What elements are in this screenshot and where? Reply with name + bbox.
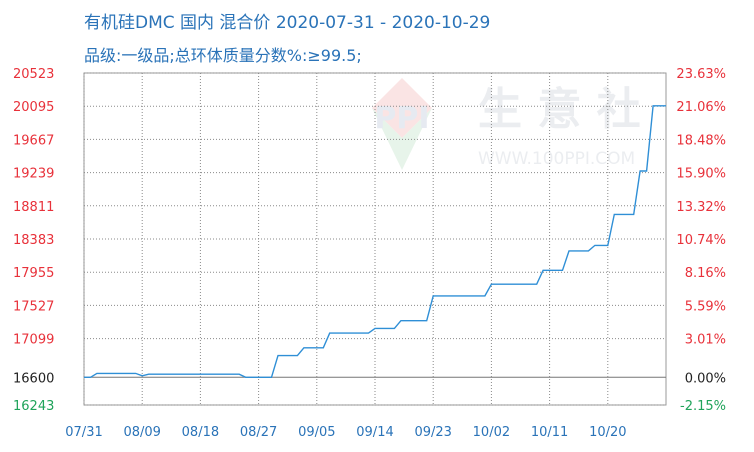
- y-tick-label-right: 10.74%: [676, 233, 726, 248]
- y-tick-label-right: 23.63%: [676, 67, 726, 82]
- y-tick-label-left: 17955: [13, 266, 54, 281]
- x-axis: 07/31 08/09 08/18 08/27 09/05 09/14 09/23 10/02…: [65, 425, 626, 440]
- grid: [83, 72, 667, 406]
- x-tick-label: 10/20: [589, 425, 626, 440]
- x-tick-label: 09/05: [298, 425, 335, 440]
- y-tick-label-left: 18383: [13, 233, 54, 248]
- x-tick-label: 10/11: [531, 425, 568, 440]
- x-tick-label: 07/31: [65, 425, 102, 440]
- y-tick-label-right: -2.15%: [680, 399, 726, 414]
- y-tick-label-right: 18.48%: [676, 133, 726, 148]
- watermark-brand: 生 意 社: [478, 84, 641, 135]
- x-tick-label: 08/09: [123, 425, 160, 440]
- watermark: PPI 生 意 社 WWW.100PPI.COM: [372, 78, 641, 170]
- y-tick-label-right: 13.32%: [676, 200, 726, 215]
- y-tick-label-right: 3.01%: [685, 333, 726, 348]
- y-tick-label-left: 16600: [13, 371, 54, 386]
- y-tick-label-left: 18811: [13, 200, 54, 215]
- x-tick-label: 08/18: [182, 425, 219, 440]
- x-tick-label: 09/23: [414, 425, 451, 440]
- left-axis: 20523 20095 19667 19239 18811 18383 17955 17527…: [13, 67, 54, 414]
- y-tick-label-left: 20095: [13, 100, 54, 115]
- y-tick-label-left: 17527: [13, 299, 54, 314]
- y-tick-label-right: 0.00%: [685, 371, 726, 386]
- watermark-url: WWW.100PPI.COM: [478, 149, 635, 169]
- x-tick-label: 08/27: [240, 425, 277, 440]
- x-tick-label: 10/02: [473, 425, 510, 440]
- y-tick-label-right: 15.90%: [676, 167, 726, 182]
- y-tick-label-left: 19239: [13, 167, 54, 182]
- watermark-logo-text: PPI: [374, 101, 429, 136]
- y-tick-label-left: 16243: [13, 399, 54, 414]
- chart-subtitle: 品级:一级品;总环体质量分数%:≥99.5;: [84, 46, 362, 65]
- y-tick-label-right: 8.16%: [685, 266, 726, 281]
- series-line: [84, 105, 666, 378]
- right-axis: 23.63% 21.06% 18.48% 15.90% 13.32% 10.74% 8.16…: [676, 67, 726, 414]
- x-tick-label: 09/14: [356, 425, 393, 440]
- y-tick-label-left: 19667: [13, 133, 54, 148]
- chart-title: 有机硅DMC 国内 混合价 2020-07-31 - 2020-10-29: [84, 13, 491, 33]
- y-tick-label-right: 5.59%: [685, 299, 726, 314]
- series-group: [84, 105, 666, 378]
- y-tick-label-right: 21.06%: [676, 100, 726, 115]
- y-tick-label-left: 20523: [13, 67, 54, 82]
- ppi-logo-icon: PPI: [372, 78, 432, 170]
- y-tick-label-left: 17099: [13, 333, 54, 348]
